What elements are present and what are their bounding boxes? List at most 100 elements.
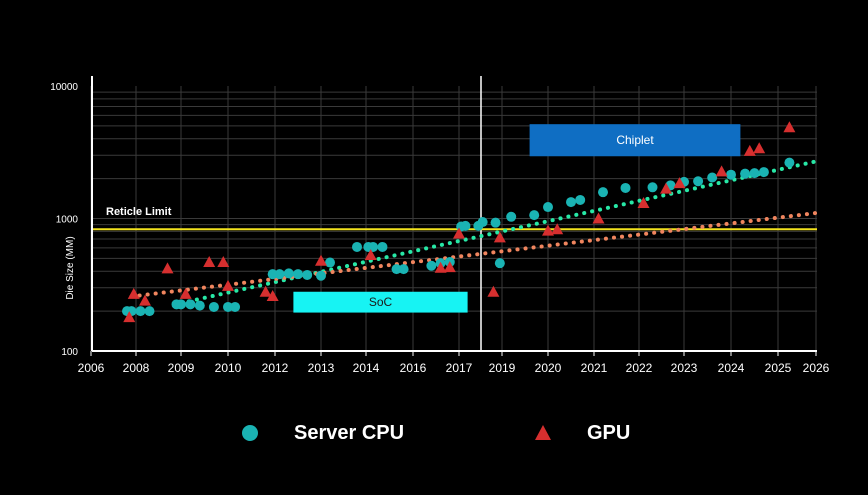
legend: Server CPU bbox=[240, 418, 404, 448]
server-cpu-point bbox=[566, 197, 576, 208]
server-cpu-point bbox=[647, 182, 658, 193]
gpu-point bbox=[203, 255, 216, 267]
x-tick-label: 2008 bbox=[123, 361, 150, 375]
x-tick-label: 2014 bbox=[353, 361, 380, 375]
server-cpu-point bbox=[543, 202, 553, 213]
gpu-point bbox=[443, 261, 456, 273]
gpu-point bbox=[222, 279, 234, 291]
gpu-point bbox=[161, 262, 174, 274]
server-cpu-point bbox=[726, 169, 736, 180]
x-tick-label: 2024 bbox=[718, 361, 745, 375]
server-cpu-point bbox=[506, 211, 517, 222]
x-tick-label: 2006 bbox=[78, 361, 105, 375]
gpu-point bbox=[715, 165, 728, 177]
server-cpu-point bbox=[223, 301, 233, 312]
reticle-limit-label: Reticle Limit bbox=[106, 206, 172, 218]
gpu-trendline bbox=[129, 211, 818, 299]
gpu-point bbox=[266, 290, 279, 302]
gpu-point bbox=[315, 254, 327, 266]
server-cpu-point bbox=[398, 264, 409, 275]
gpu-point bbox=[592, 212, 605, 224]
gpu-point bbox=[179, 287, 192, 299]
x-tick-label: 2010 bbox=[215, 361, 242, 375]
server-cpu-point bbox=[494, 258, 505, 269]
x-tick-label: 2020 bbox=[535, 361, 562, 375]
server-cpu-point bbox=[598, 187, 608, 198]
server-cpu-point bbox=[391, 264, 402, 275]
server-cpu-point bbox=[693, 176, 704, 187]
gpu-point bbox=[453, 227, 465, 239]
data-points bbox=[122, 121, 796, 323]
gpu-point bbox=[743, 144, 756, 156]
region-soc-label: SoC bbox=[369, 295, 393, 309]
server-cpu-point bbox=[740, 168, 751, 179]
server-cpu-point bbox=[144, 306, 155, 317]
server-cpu-point bbox=[185, 299, 196, 310]
x-tick-label: 2021 bbox=[581, 361, 608, 375]
gpu-point bbox=[139, 294, 151, 306]
server-cpu-point bbox=[758, 167, 769, 178]
gpu-point bbox=[364, 249, 377, 261]
server-cpu-point bbox=[230, 301, 241, 312]
gpu-point bbox=[217, 255, 230, 267]
x-tick-label: 2017 bbox=[446, 361, 473, 375]
server-cpu-trendline bbox=[179, 159, 818, 306]
server-cpu-point bbox=[529, 210, 540, 221]
legend-label-gpu: GPU bbox=[587, 421, 631, 444]
server-cpu-point bbox=[316, 270, 326, 281]
server-cpu-point bbox=[368, 241, 379, 252]
server-cpu-point bbox=[477, 217, 488, 228]
gpu-point bbox=[259, 285, 272, 297]
y-tick-label: 10000 bbox=[50, 82, 78, 93]
y-axis-title: Die Size (MM) bbox=[65, 236, 76, 299]
gpu-point bbox=[783, 121, 796, 133]
gpu-point bbox=[542, 224, 554, 236]
gpu-point bbox=[673, 177, 686, 189]
server-cpu-point bbox=[325, 257, 335, 268]
gpu-point bbox=[637, 196, 650, 208]
server-cpu-point bbox=[620, 182, 631, 193]
gpu-point bbox=[753, 142, 766, 154]
y-tick-label: 100 bbox=[61, 347, 78, 358]
trendlines bbox=[129, 159, 818, 306]
gpu-legend-marker bbox=[535, 425, 551, 440]
gpu-point bbox=[434, 261, 447, 273]
gpu-point bbox=[123, 311, 136, 323]
server-cpu-point bbox=[274, 269, 285, 280]
x-tick-label: 2019 bbox=[489, 361, 516, 375]
server-cpu-point bbox=[302, 269, 313, 280]
legend-label-server-cpu: Server CPU bbox=[294, 421, 405, 444]
server-cpu-point bbox=[784, 157, 795, 168]
x-tick-label: 2023 bbox=[671, 361, 698, 375]
region-soc-box bbox=[293, 291, 468, 313]
x-tick-label: 2012 bbox=[262, 361, 289, 375]
y-tick-label: 1000 bbox=[56, 215, 79, 226]
server-cpu-point bbox=[293, 269, 303, 280]
server-cpu-point bbox=[267, 269, 278, 280]
x-tick-label: 2022 bbox=[626, 361, 653, 375]
server-cpu-point bbox=[490, 217, 501, 228]
x-tick-label: 2013 bbox=[308, 361, 335, 375]
server-cpu-point bbox=[426, 260, 437, 271]
server-cpu-point bbox=[575, 194, 586, 205]
server-cpu-point bbox=[377, 241, 388, 252]
server-cpu-point bbox=[460, 220, 471, 231]
server-cpu-point bbox=[283, 268, 294, 279]
server-cpu-point bbox=[135, 306, 146, 317]
x-tick-label: 2026 bbox=[803, 361, 830, 375]
server-cpu-point bbox=[194, 300, 205, 311]
gpu-point bbox=[551, 223, 564, 235]
gpu-point bbox=[660, 182, 672, 194]
server-cpu-point bbox=[707, 172, 718, 183]
region-chiplet-box bbox=[529, 124, 741, 157]
x-tick-label: 2009 bbox=[168, 361, 195, 375]
region-boxes: SoC Chiplet bbox=[293, 124, 741, 313]
legend-gpu: GPU bbox=[533, 418, 630, 448]
region-chiplet-label: Chiplet bbox=[616, 133, 654, 147]
gpu-point bbox=[493, 231, 506, 243]
gpu-point bbox=[487, 285, 500, 297]
gpu-point bbox=[127, 287, 140, 299]
server-cpu-point bbox=[352, 241, 362, 252]
